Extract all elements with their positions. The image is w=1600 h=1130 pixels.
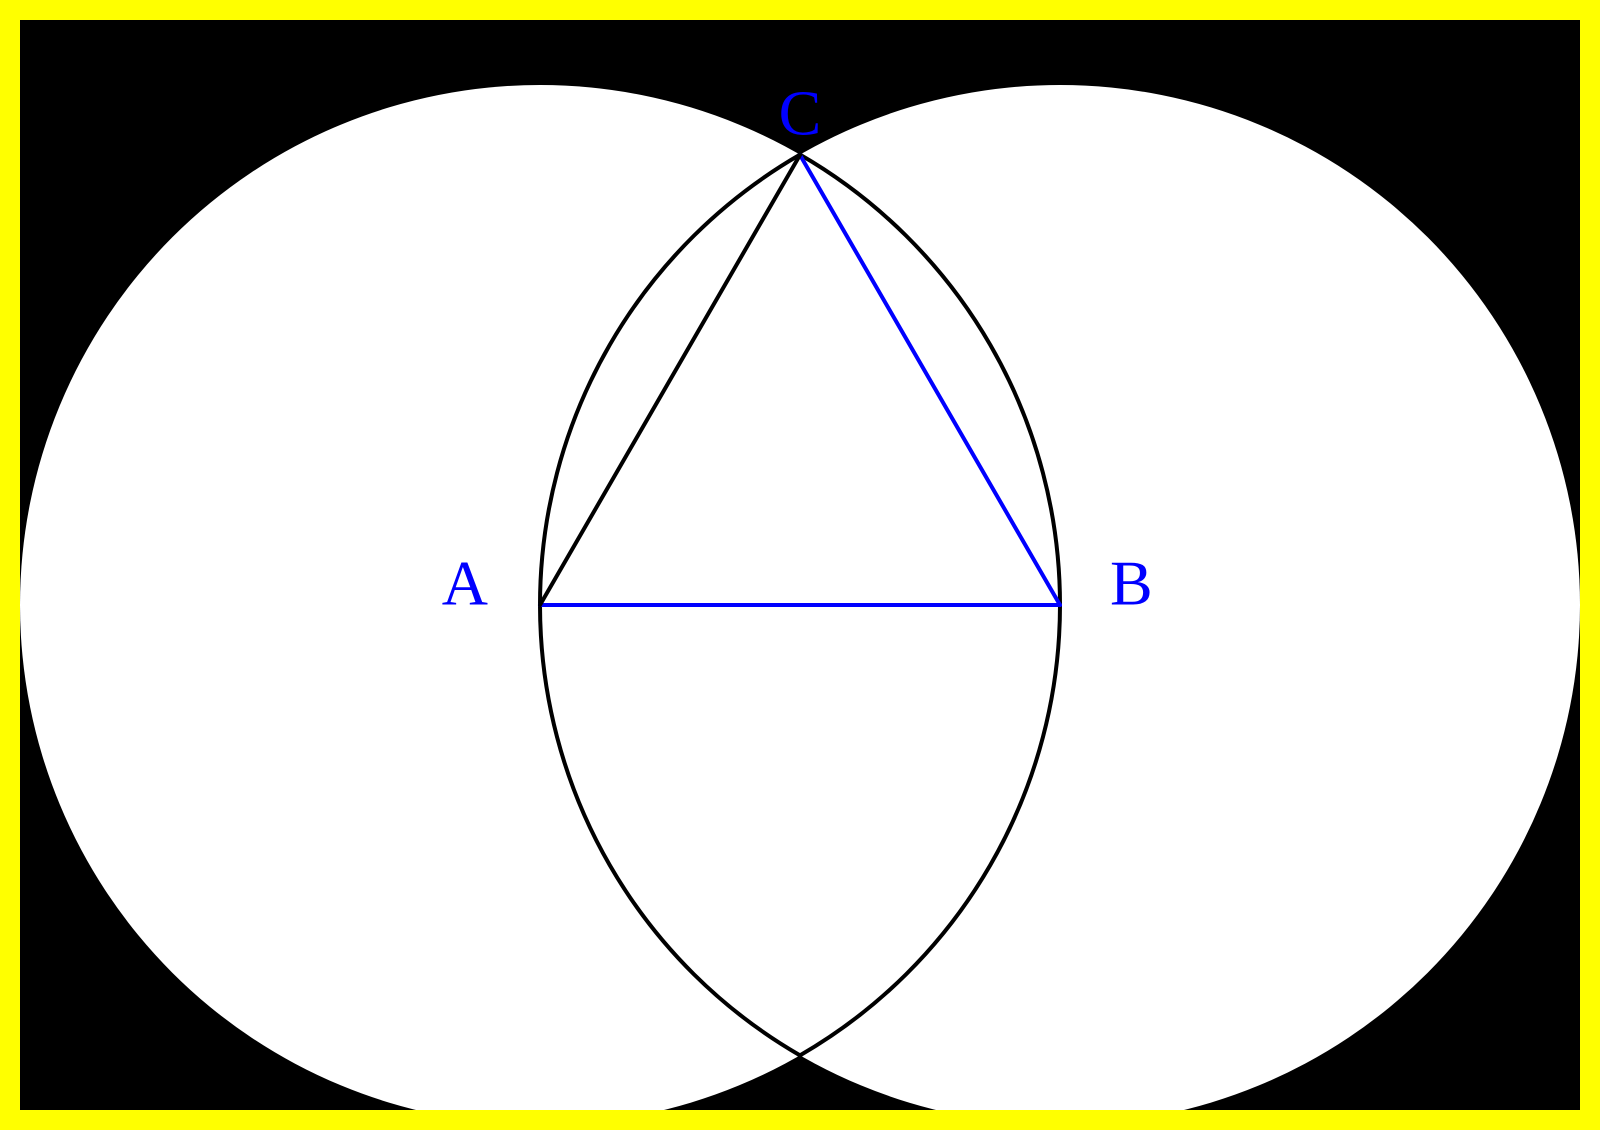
- label-C: C: [779, 78, 822, 149]
- geometry-canvas: A B C: [0, 0, 1600, 1130]
- label-B: B: [1110, 548, 1153, 619]
- label-A: A: [442, 548, 488, 619]
- diagram-frame: A B C: [0, 0, 1600, 1130]
